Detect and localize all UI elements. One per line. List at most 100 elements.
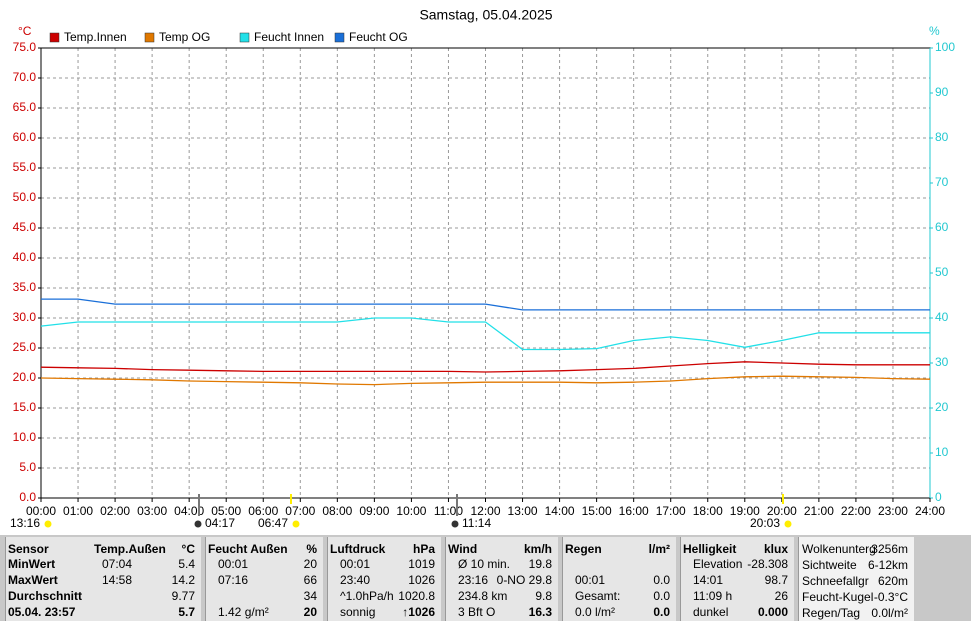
x-tick-label: 14:00 xyxy=(545,504,575,518)
stats-cell: Feucht-Kugel xyxy=(802,590,874,604)
stats-cell: 23:16 xyxy=(458,573,489,587)
stats-cell: 16.3 xyxy=(528,605,552,619)
stats-cell: 19.8 xyxy=(528,557,552,571)
stats-cell: Regen/Tag xyxy=(802,606,861,620)
y2-tick-label: 50 xyxy=(935,265,949,279)
y-tick-label: 0.0 xyxy=(19,490,36,504)
y-tick-label: 75.0 xyxy=(13,40,37,54)
x-tick-label: 22:00 xyxy=(841,504,871,518)
stats-cell: 0.000 xyxy=(757,605,788,619)
y2-tick-label: 80 xyxy=(935,130,949,144)
y-tick-label: 45.0 xyxy=(13,220,37,234)
legend-label: Feucht OG xyxy=(349,30,408,44)
x-tick-label: 13:00 xyxy=(508,504,538,518)
stats-cell: 1.42 g/m² xyxy=(218,605,269,619)
stats-cell: 3 Bft O xyxy=(458,605,496,619)
stats-cell: 00:01 xyxy=(218,557,249,571)
stats-cell: Elevation xyxy=(693,557,743,571)
x-tick-label: 17:00 xyxy=(656,504,686,518)
y2-tick-label: 20 xyxy=(935,400,949,414)
stats-cell: Schneefallgr xyxy=(802,574,869,588)
stats-cell: 620m xyxy=(877,574,908,588)
legend-swatch xyxy=(239,32,250,43)
stats-cell: Gesamt: xyxy=(575,589,621,603)
series-line xyxy=(40,375,931,386)
y-tick-label: 35.0 xyxy=(13,280,37,294)
x-tick-label: 15:00 xyxy=(582,504,612,518)
x-tick-label: 23:00 xyxy=(878,504,908,518)
annotation-icon xyxy=(194,520,202,528)
x-tick-label: 03:00 xyxy=(137,504,167,518)
stats-block: Feucht Außen% 00:01 20 07:16 66 34 1.42 g/m² 20 xyxy=(205,537,323,621)
annotation-icon xyxy=(44,520,52,528)
stats-cell: 66 xyxy=(303,573,317,587)
stats-header: hPa xyxy=(412,542,435,556)
stats-header: % xyxy=(306,542,317,556)
stats-cell: 98.7 xyxy=(764,573,788,587)
stats-cell: 3256m xyxy=(871,542,908,556)
stats-cell: 14:58 xyxy=(102,573,133,587)
y2-tick-label: 10 xyxy=(935,445,949,459)
x-tick-label: 09:00 xyxy=(359,504,389,518)
stats-cell: 0-NO 29.8 xyxy=(496,573,552,587)
y-tick-label: 30.0 xyxy=(13,310,37,324)
stats-cell: 07:04 xyxy=(102,557,133,571)
y2-tick-label: 0 xyxy=(935,490,942,504)
y-unit: °C xyxy=(18,24,32,38)
y-tick-label: 55.0 xyxy=(13,160,37,174)
annotation: 13:16 xyxy=(10,516,40,530)
stats-cell: 1026 xyxy=(408,573,435,587)
stats-cell: 0.0 xyxy=(653,605,670,619)
y2-unit: % xyxy=(929,24,940,38)
stats-cell: Durchschnitt xyxy=(8,589,83,603)
x-tick-label: 04:00 xyxy=(174,504,204,518)
y-tick-label: 25.0 xyxy=(13,340,37,354)
stats-cell: 20 xyxy=(303,557,317,571)
x-tick-label: 19:00 xyxy=(730,504,760,518)
legend-label: Feucht Innen xyxy=(254,30,324,44)
stats-cell: 07:16 xyxy=(218,573,249,587)
stats-cell: 05.04. 23:57 xyxy=(8,605,76,619)
stats-header: Sensor xyxy=(8,542,49,556)
x-tick-label: 05:00 xyxy=(211,504,241,518)
stats-cell: 00:01 xyxy=(575,573,606,587)
annotation: 06:47 xyxy=(258,516,288,530)
stats-cell: 0.0l/m² xyxy=(871,606,908,620)
stats-header: km/h xyxy=(523,542,552,556)
y2-tick-label: 70 xyxy=(935,175,949,189)
x-tick-label: 06:00 xyxy=(248,504,278,518)
x-tick-label: 01:00 xyxy=(63,504,93,518)
annotation-icon xyxy=(292,520,300,528)
annotation: 04:17 xyxy=(205,516,235,530)
stats-header: Helligkeit xyxy=(683,542,737,556)
series-line xyxy=(40,361,930,373)
stats-cell: 1020.8 xyxy=(398,589,435,603)
stats-cell: 234.8 km xyxy=(458,589,508,603)
stats-cell: 20 xyxy=(303,605,317,619)
stats-block: Helligkeit klux Elevation -28.308 14:01 98.7 1… xyxy=(680,537,794,621)
x-tick-label: 00:00 xyxy=(26,504,56,518)
stats-cell: 34 xyxy=(303,589,317,603)
stats-cell: 0.0 xyxy=(653,589,670,603)
stats-header: °C xyxy=(181,542,195,556)
stats-cell: 14:01 xyxy=(693,573,724,587)
stats-cell: -0.3°C xyxy=(873,590,908,604)
annotation: 11:14 xyxy=(462,516,491,530)
chart-title: Samstag, 05.04.2025 xyxy=(419,7,552,23)
legend-label: Temp OG xyxy=(159,30,210,44)
stats-cell: 6-12km xyxy=(867,558,908,572)
stats-block: Regen l/m² 00:01 0.0 Gesamt: 0.0 0.0 l/m² 0.0 xyxy=(562,537,676,621)
stats-cell: 26 xyxy=(774,589,788,603)
x-tick-label: 08:00 xyxy=(322,504,352,518)
stats-cell: 11:09 h xyxy=(693,589,733,603)
series-line xyxy=(41,298,930,311)
stats-table: Sensor Temp.Außen °C MinWert 07:04 5.4 MaxWert… xyxy=(0,535,971,621)
y-tick-label: 50.0 xyxy=(13,190,37,204)
y-tick-label: 5.0 xyxy=(19,460,36,474)
x-tick-label: 10:00 xyxy=(396,504,426,518)
legend-label: Temp.Innen xyxy=(64,30,127,44)
stats-header: Luftdruck xyxy=(330,542,386,556)
stats-header: Feucht Außen xyxy=(208,542,288,556)
y-tick-label: 40.0 xyxy=(13,250,37,264)
